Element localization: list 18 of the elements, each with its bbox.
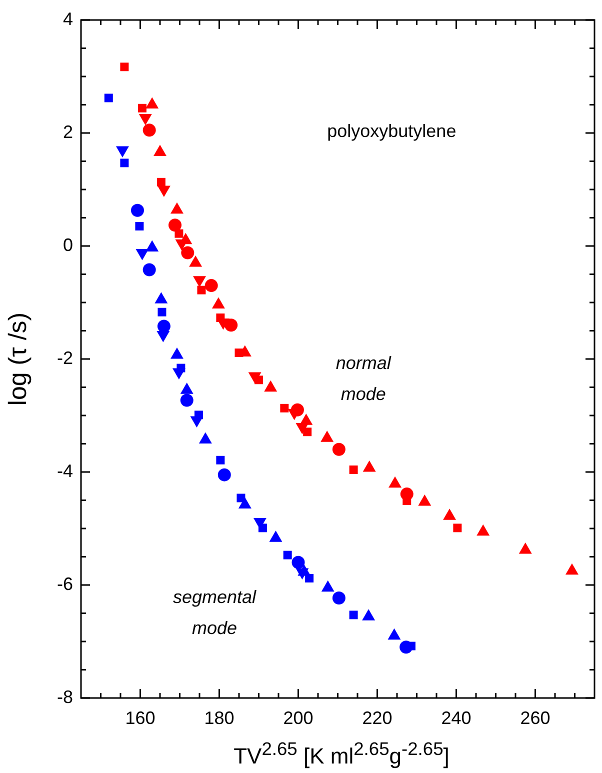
- annotation: segmental mode: [172, 586, 258, 638]
- y-tick-label: 0: [62, 234, 73, 255]
- x-tick-label: 160: [125, 708, 156, 728]
- y-tick-label: -4: [56, 460, 73, 481]
- x-axis-title: TV$^{2.65}$ [K ml$^{2.65}$g$^{-2.65}$]: [232, 738, 450, 770]
- y-axis-title: log (τ /s): [4, 312, 32, 406]
- y-tick-label: -2: [56, 348, 73, 368]
- x-tick-label: 200: [283, 708, 314, 728]
- annotation: normal mode: [336, 352, 392, 404]
- annotation: polyoxybutylene: [327, 120, 456, 141]
- y-tick-label: -6: [56, 574, 73, 594]
- y-tick-label: 4: [62, 8, 73, 29]
- x-tick-label: 180: [204, 708, 234, 728]
- y-tick-label: -8: [56, 686, 73, 707]
- x-tick-label: 260: [520, 708, 550, 728]
- x-tick-label: 240: [441, 708, 472, 728]
- x-tick-label: 220: [362, 708, 392, 728]
- y-tick-label: 2: [62, 122, 73, 142]
